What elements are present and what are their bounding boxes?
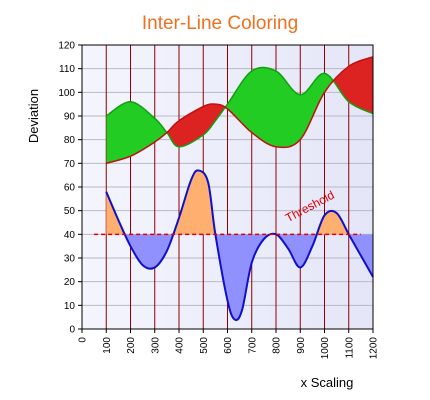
x-tick-label: 400 xyxy=(175,337,186,354)
chart-title: Inter-Line Coloring xyxy=(142,13,298,34)
x-tick-label: 600 xyxy=(223,337,234,354)
y-tick-label: 20 xyxy=(64,277,76,288)
x-tick-label: 500 xyxy=(199,337,210,354)
fill-wave-below-threshold xyxy=(106,234,373,321)
y-tick-label: 40 xyxy=(64,230,76,241)
y-tick-label: 90 xyxy=(64,112,76,123)
y-tick-label: 0 xyxy=(69,325,75,336)
y-tick-label: 110 xyxy=(59,64,75,75)
x-tick-label: 900 xyxy=(296,337,307,354)
x-tick-label: 0 xyxy=(78,337,89,343)
line-layer xyxy=(105,56,374,322)
y-tick-label: 80 xyxy=(64,135,76,146)
x-tick-label: 1000 xyxy=(320,337,331,360)
y-tick-label: 50 xyxy=(64,206,76,217)
y-tick-label: 70 xyxy=(64,159,76,170)
x-tick-label: 700 xyxy=(247,337,258,354)
series-line-wave xyxy=(105,169,374,322)
y-axis-title: Deviation xyxy=(26,89,41,143)
x-tick-label: 300 xyxy=(150,337,161,354)
y-tick-label: 60 xyxy=(64,183,76,194)
x-tick-label: 100 xyxy=(102,337,113,354)
x-tick-label: 1100 xyxy=(344,337,355,359)
x-tick-label: 200 xyxy=(126,337,137,354)
fill-layer xyxy=(106,56,373,321)
y-tick-label: 100 xyxy=(58,88,75,99)
y-tick-label: 30 xyxy=(64,254,76,265)
x-axis-title: x Scaling xyxy=(301,375,354,390)
y-tick-label: 10 xyxy=(64,301,76,312)
series-line-upper xyxy=(105,66,374,148)
y-tick-label: 120 xyxy=(58,41,75,52)
x-tick-label: 1200 xyxy=(369,337,380,360)
x-tick-label: 800 xyxy=(272,337,283,354)
series-line-lower xyxy=(106,56,374,165)
